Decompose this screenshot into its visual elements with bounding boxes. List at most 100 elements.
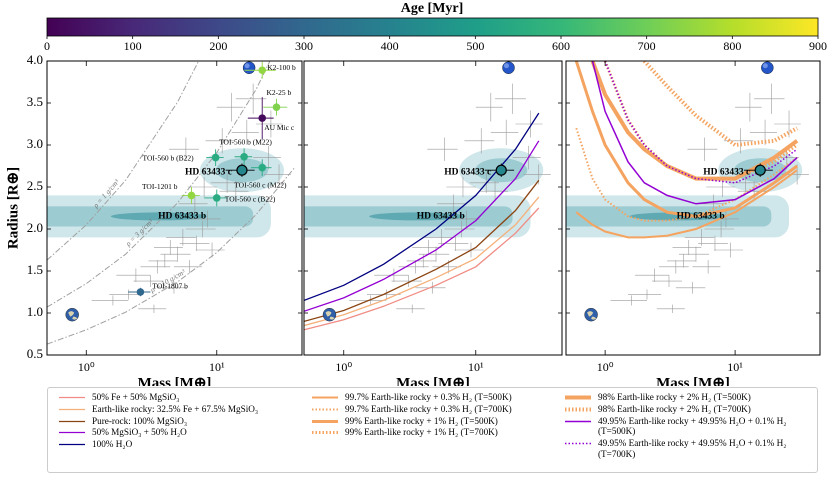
colorbar-tick-label: 700 xyxy=(638,39,656,53)
neptune-icon xyxy=(502,61,515,74)
field-planet xyxy=(610,295,648,306)
field-planet xyxy=(446,176,476,198)
legend-swatch xyxy=(59,420,85,422)
legend-label: 99% Earth-like rocky + 1% H₂ (T=500K) xyxy=(345,415,498,426)
field-planet xyxy=(178,194,208,214)
legend-entry: 50% MgSiO₃ + 50% H₂O xyxy=(58,427,311,438)
field-planet xyxy=(219,181,249,202)
model-curve xyxy=(591,61,798,205)
model-curve xyxy=(304,140,540,312)
field-planet xyxy=(437,194,467,214)
field-planet xyxy=(160,246,191,262)
legend-swatch xyxy=(312,431,338,435)
field-planet xyxy=(190,210,221,228)
legend-entry: 98% Earth-like rocky + 2% H₂ (T=500K) xyxy=(564,392,817,403)
planet-label: HD 63433 b xyxy=(158,212,206,222)
field-planet xyxy=(475,92,503,122)
x-tick-label: 10⁰ xyxy=(335,360,352,374)
y-tick-label: 0.5 xyxy=(27,346,43,361)
field-planet xyxy=(133,275,164,287)
colorbar-tick-label: 800 xyxy=(723,39,741,53)
field-planet xyxy=(659,260,689,274)
field-planet xyxy=(91,295,129,306)
planet-point xyxy=(754,164,766,176)
colorbar-tick-label: 200 xyxy=(209,39,227,53)
model-curve xyxy=(575,127,798,222)
planet-point xyxy=(212,194,221,202)
legend-label: Earth-like rocky: 32.5% Fe + 67.5% MgSiO… xyxy=(92,403,259,414)
planet-label: HD 63433 c xyxy=(703,167,750,177)
legend-swatch xyxy=(565,420,591,422)
legend-label: 50% MgSiO₃ + 50% H₂O xyxy=(92,427,187,438)
field-planet xyxy=(418,246,450,262)
field-planet xyxy=(735,92,762,122)
field-planet xyxy=(432,260,461,274)
planet-label: TOI-560 b (M22) xyxy=(219,137,272,146)
planet-point xyxy=(272,103,281,111)
field-planet xyxy=(495,83,526,114)
planet-label: HD 63433 b xyxy=(677,212,725,222)
legend-label: 49.95% Earth-like rocky + 49.95% H₂O + 0… xyxy=(598,437,787,459)
model-curve xyxy=(47,166,296,345)
radius-region xyxy=(110,212,207,221)
field-planet xyxy=(667,254,696,268)
field-planet xyxy=(687,137,718,161)
field-planet xyxy=(449,210,480,228)
model-curve xyxy=(304,196,540,327)
legend-label: 99.7% Earth-like rocky + 0.3% H₂ (T=500K… xyxy=(345,392,512,402)
field-planet xyxy=(253,145,281,170)
legend-label: 49.95% Earth-like rocky + 49.95% H₂O + 0… xyxy=(598,415,787,437)
field-planet xyxy=(515,110,543,138)
panel: HD 63433 c HD 63433 b xyxy=(566,61,809,322)
legend-label: 100% H₂O xyxy=(92,439,133,450)
legend-label: 50% Fe + 50% MgSiO₃ xyxy=(92,392,180,402)
field-planet xyxy=(714,242,743,258)
legend-swatch xyxy=(312,419,338,423)
legend-label: 98% Earth-like rocky + 2% H₂ (T=700K) xyxy=(598,403,751,414)
field-planet xyxy=(672,239,702,256)
y-tick-label: 2.0 xyxy=(27,220,43,235)
field-planet xyxy=(256,110,283,138)
planet-label: HD 63433 c xyxy=(444,167,491,177)
field-planet xyxy=(153,239,183,256)
field-planet xyxy=(678,246,710,262)
field-planet xyxy=(179,235,210,251)
field-planet xyxy=(464,128,495,154)
model-curve xyxy=(304,112,540,302)
planet-label: HD 63433 c xyxy=(185,167,232,177)
panel-frame xyxy=(303,60,563,356)
field-planet xyxy=(185,220,216,238)
model-curve xyxy=(47,61,200,261)
legend-swatch xyxy=(312,396,338,399)
planet-label: TOI-1201 b xyxy=(142,182,178,191)
model-curve xyxy=(304,207,540,331)
y-tick-label: 1.5 xyxy=(27,262,43,277)
legend-column: 98% Earth-like rocky + 2% H₂ (T=500K) 98%… xyxy=(564,392,817,472)
field-planet xyxy=(140,260,171,274)
legend-entry: 50% Fe + 50% MgSiO₃ xyxy=(58,392,311,403)
field-planet xyxy=(438,235,469,251)
model-curve xyxy=(590,61,799,181)
field-planet xyxy=(391,275,422,287)
field-planet xyxy=(116,268,151,282)
x-axis-label: Mass [M⊕] xyxy=(656,375,730,386)
legend-swatch xyxy=(565,395,591,400)
planet-label: TOI-560 c (M22) xyxy=(234,180,287,189)
planet-label: TOI-560 c (B22) xyxy=(225,195,276,204)
radius-region xyxy=(369,212,466,221)
panel-frame xyxy=(565,60,821,356)
legend-entry: 100% H₂O xyxy=(58,439,311,450)
y-tick-label: 2.5 xyxy=(27,178,43,193)
field-planet xyxy=(235,83,267,114)
legend-entry: 99.7% Earth-like rocky + 0.3% H₂ (T=700K… xyxy=(311,404,564,415)
planet-label: K2-100 b xyxy=(267,63,296,72)
x-tick-label: 10⁰ xyxy=(78,360,95,374)
planet-label: TOI-1807 b xyxy=(152,282,188,291)
x-tick-label: 10¹ xyxy=(468,360,484,374)
legend-label: 99% Earth-like rocky + 1% H₂ (T=700K) xyxy=(345,427,498,438)
field-planet xyxy=(652,275,682,287)
planet-point xyxy=(136,288,145,296)
legend-swatch xyxy=(565,442,591,445)
